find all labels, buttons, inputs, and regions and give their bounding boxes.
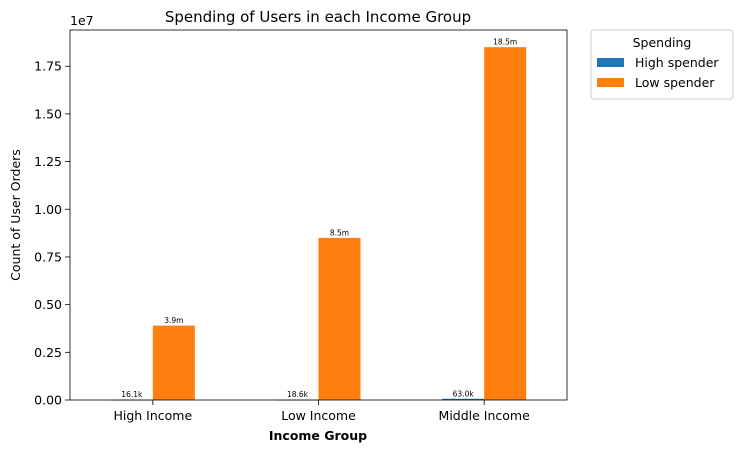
y-tick-label: 0.50 xyxy=(34,297,62,312)
legend-swatch xyxy=(597,78,624,87)
legend-swatch xyxy=(597,58,624,67)
legend-entry-label: Low spender xyxy=(635,75,715,90)
plot-frame xyxy=(69,29,568,401)
data-label: 18.5m xyxy=(493,38,517,47)
bar-high-spender xyxy=(442,398,485,400)
data-label: 16.1k xyxy=(121,390,143,399)
chart-title: Spending of Users in each Income Group xyxy=(165,8,471,26)
data-label: 3.9m xyxy=(164,316,183,325)
y-axis-offset-text: 1e7 xyxy=(70,13,94,28)
legend-title: Spending xyxy=(633,35,692,50)
bar-low-spender xyxy=(152,325,195,400)
y-tick-label: 0.25 xyxy=(34,345,62,360)
y-tick-label: 0.75 xyxy=(34,249,62,264)
x-tick-label: High Income xyxy=(113,408,192,423)
y-tick-label: 1.25 xyxy=(34,154,62,169)
x-tick-label: Middle Income xyxy=(439,408,531,423)
y-tick-label: 0.00 xyxy=(34,393,62,408)
legend: Spending High spender Low spender xyxy=(590,29,734,100)
y-axis-label: Count of User Orders xyxy=(8,149,23,281)
data-label: 18.6k xyxy=(287,390,309,399)
x-axis-label: Income Group xyxy=(269,428,367,443)
bar-low-spender xyxy=(318,237,361,400)
bar-low-spender xyxy=(484,47,527,400)
y-tick-label: 1.75 xyxy=(34,59,62,74)
y-tick-label: 1.00 xyxy=(34,202,62,217)
legend-entry-label: High spender xyxy=(635,55,719,70)
data-label: 63.0k xyxy=(453,389,475,398)
x-tick-label: Low Income xyxy=(281,408,356,423)
data-label: 8.5m xyxy=(330,228,349,237)
plot-area: 0.00 0.25 0.50 0.75 1.00 1.25 1.50 1.75 16.1k 3.9… xyxy=(34,29,568,423)
legend-box xyxy=(590,29,734,100)
y-tick-label: 1.50 xyxy=(34,106,62,121)
